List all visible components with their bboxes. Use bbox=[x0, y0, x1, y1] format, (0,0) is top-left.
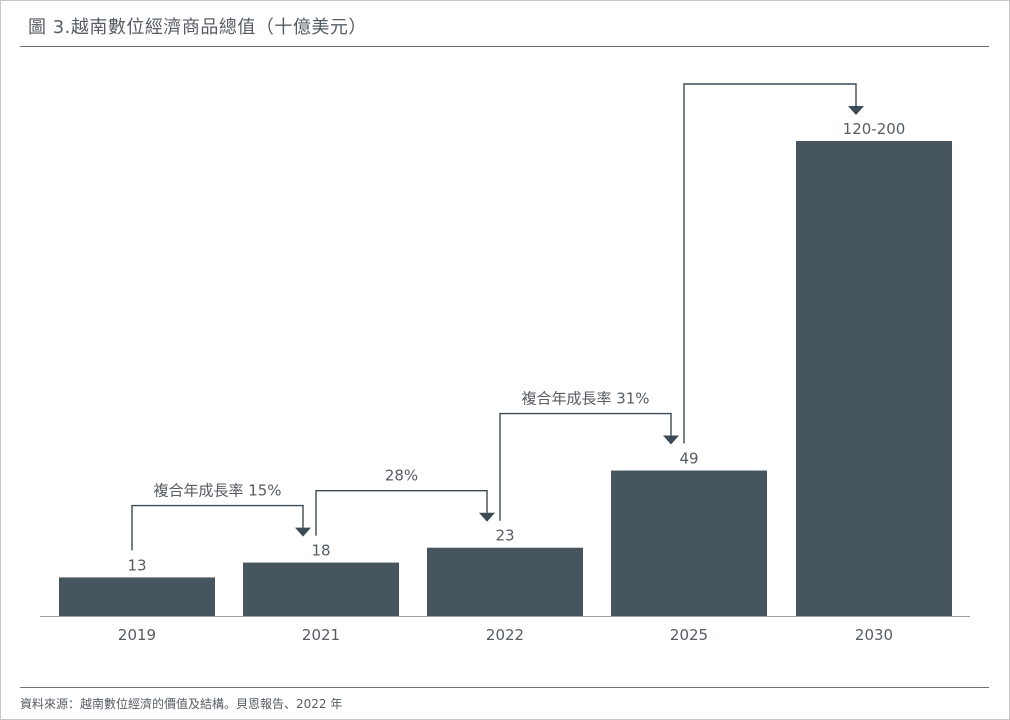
value-label-2021: 18 bbox=[311, 542, 330, 560]
arrow-head-2025-2030 bbox=[848, 106, 864, 115]
category-label-2021: 2021 bbox=[302, 626, 340, 644]
category-label-2019: 2019 bbox=[118, 626, 156, 644]
footer-divider bbox=[20, 687, 989, 688]
chart-title: 圖 3.越南數位經濟商品總值（十億美元） bbox=[28, 17, 367, 38]
growth-label-2021-2022: 28% bbox=[385, 467, 418, 485]
value-label-2025: 49 bbox=[679, 450, 698, 468]
source-note: 資料來源：越南數位經濟的價值及結構。貝恩報告、2022 年 bbox=[20, 697, 343, 711]
bar-2022 bbox=[427, 547, 583, 616]
growth-label-2019-2021: 複合年成長率 15% bbox=[153, 482, 281, 500]
category-label-2022: 2022 bbox=[486, 626, 524, 644]
bar-2021 bbox=[243, 562, 399, 616]
category-label-2030: 2030 bbox=[855, 626, 893, 644]
growth-connector-2022-2025 bbox=[499, 412, 672, 521]
growth-connector-2025-2030 bbox=[683, 83, 857, 444]
value-label-2030: 120-200 bbox=[843, 120, 906, 138]
bar-chart: 13 2019 18 2021 23 2022 49 2025 120-200 2030 複合年成長… bbox=[40, 83, 970, 644]
bar-2019 bbox=[59, 577, 215, 616]
title-divider bbox=[20, 46, 989, 47]
value-label-2022: 23 bbox=[495, 527, 514, 545]
growth-connector-2019-2021 bbox=[131, 504, 304, 551]
bar-2025 bbox=[611, 470, 767, 616]
arrow-head-2019-2021 bbox=[295, 527, 311, 537]
bar-2030 bbox=[796, 141, 952, 616]
growth-connector-2021-2022 bbox=[315, 490, 488, 536]
value-label-2019: 13 bbox=[127, 556, 146, 574]
arrow-head-2022-2025 bbox=[663, 435, 679, 445]
growth-label-2022-2025: 複合年成長率 31% bbox=[521, 390, 649, 408]
arrow-head-2021-2022 bbox=[479, 512, 495, 522]
category-label-2025: 2025 bbox=[670, 626, 708, 644]
